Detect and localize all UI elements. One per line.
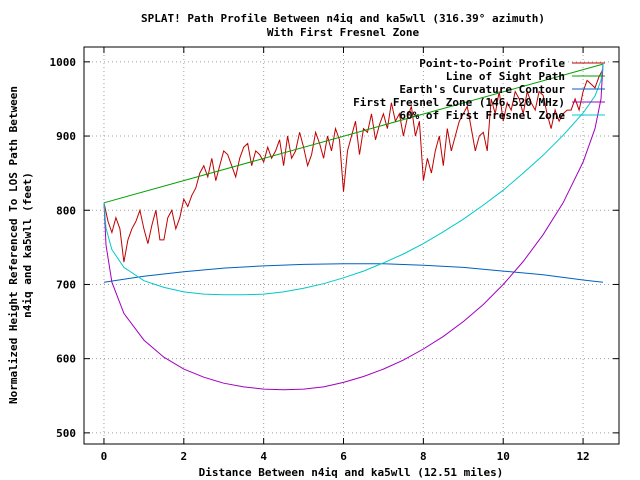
- x-tick-label: 12: [576, 450, 589, 463]
- x-tick-label: 0: [101, 450, 108, 463]
- legend-label-3: First Fresnel Zone (146.520 MHz): [353, 96, 565, 109]
- ticks: 0 2 4 6 8 10 12 500 600 700 800 900 1000: [50, 47, 619, 463]
- y-tick-label: 900: [56, 130, 76, 143]
- plot-frame: [83, 46, 620, 445]
- series-line-2: [103, 263, 604, 283]
- x-tick-label: 4: [260, 450, 267, 463]
- chart-subtitle: With First Fresnel Zone: [267, 26, 420, 39]
- x-tick-label: 6: [340, 450, 347, 463]
- y-tick-label: 700: [56, 278, 76, 291]
- x-tick-label: 2: [181, 450, 188, 463]
- legend-label-1: Line of Sight Path: [446, 70, 565, 83]
- series-line-1: [103, 63, 604, 204]
- legend-label-4: 60% of First Fresnel Zone: [399, 109, 565, 122]
- series-layer: [103, 63, 604, 391]
- x-tick-label: 8: [420, 450, 427, 463]
- series-line-4: [103, 64, 604, 296]
- series-line-3: [103, 64, 604, 391]
- y-axis-label-line1: Normalized Height Referenced To LOS Path…: [7, 86, 20, 404]
- y-tick-label: 1000: [50, 56, 77, 69]
- y-tick-label: 500: [56, 427, 76, 440]
- legend-label-0: Point-to-Point Profile: [419, 57, 565, 70]
- y-axis-label-line2: n4iq and ka5wll (feet): [21, 172, 34, 318]
- legend-label-2: Earth's Curvature Contour: [399, 83, 565, 96]
- chart-title: SPLAT! Path Profile Between n4iq and ka5…: [141, 12, 545, 25]
- series-line-0: [103, 69, 604, 263]
- x-tick-label: 10: [497, 450, 510, 463]
- y-tick-label: 800: [56, 204, 76, 217]
- y-tick-label: 600: [56, 353, 76, 366]
- x-axis-label: Distance Between n4iq and ka5wll (12.51 …: [199, 466, 504, 479]
